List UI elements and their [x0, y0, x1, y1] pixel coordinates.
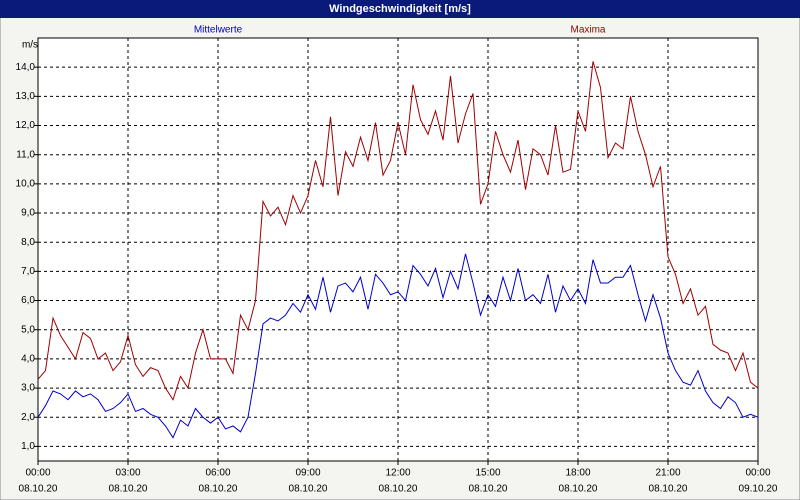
series-line — [37, 253, 759, 439]
y-tick-label: 6,0 — [21, 295, 35, 306]
x-tick-date: 08.10.20 — [19, 484, 58, 495]
x-tick-date: 08.10.20 — [559, 484, 598, 495]
title-bar — [0, 0, 800, 18]
x-tick-label: 21:00 — [655, 468, 680, 479]
x-tick-label: 03:00 — [115, 468, 140, 479]
x-tick-label: 15:00 — [475, 468, 500, 479]
y-tick-label: 11,0 — [16, 149, 35, 160]
x-tick-label: 00:00 — [745, 468, 770, 479]
x-tick-label: 06:00 — [205, 468, 230, 479]
x-tick-date: 08.10.20 — [649, 484, 688, 495]
y-tick-label: 8,0 — [21, 237, 35, 248]
legend-label: Mittelwerte — [194, 25, 243, 36]
y-tick-label: 3,0 — [21, 383, 35, 394]
y-unit: m/s — [22, 40, 38, 51]
x-tick-date: 08.10.20 — [199, 484, 238, 495]
y-tick-label: 5,0 — [21, 324, 35, 335]
x-tick-date: 08.10.20 — [109, 484, 148, 495]
x-tick-date: 09.10.20 — [739, 484, 778, 495]
y-tick-label: 7,0 — [21, 266, 35, 277]
x-tick-label: 12:00 — [385, 468, 410, 479]
x-tick-date: 08.10.20 — [379, 484, 418, 495]
x-tick-date: 08.10.20 — [469, 484, 508, 495]
y-tick-label: 13,0 — [16, 91, 36, 102]
x-tick-label: 18:00 — [565, 468, 590, 479]
chart-title: Windgeschwindigkeit [m/s] — [329, 3, 471, 15]
y-tick-label: 12,0 — [16, 120, 36, 131]
y-tick-label: 2,0 — [21, 412, 35, 423]
y-tick-label: 4,0 — [21, 354, 35, 365]
y-tick-label: 14,0 — [16, 62, 36, 73]
legend-label: Maxima — [570, 25, 605, 36]
y-tick-label: 9,0 — [21, 208, 35, 219]
x-tick-label: 00:00 — [25, 468, 50, 479]
series-line — [37, 61, 759, 401]
x-tick-date: 08.10.20 — [289, 484, 328, 495]
x-tick-label: 09:00 — [295, 468, 320, 479]
y-tick-label: 1,0 — [21, 441, 35, 452]
y-tick-label: 10,0 — [16, 179, 36, 190]
